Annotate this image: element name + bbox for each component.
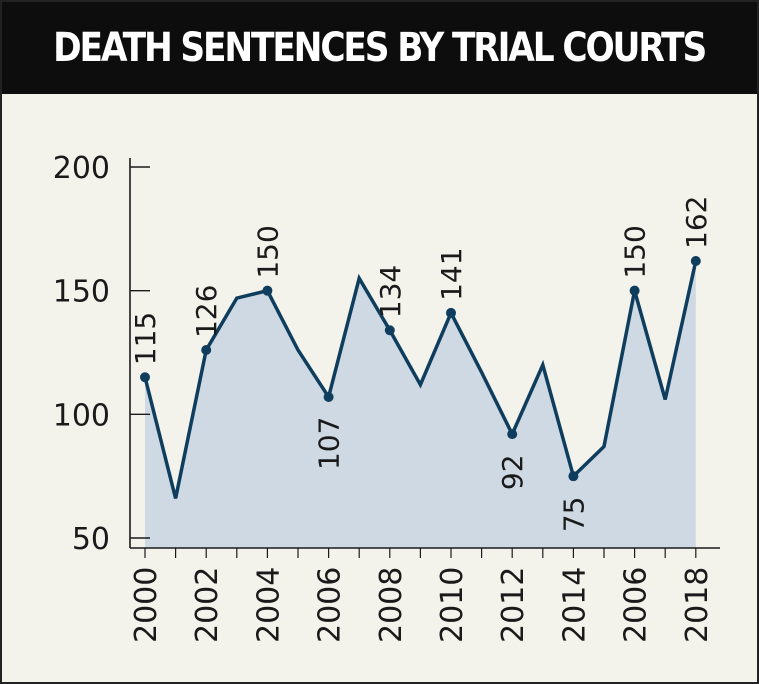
x-tick-label: 2002 (190, 567, 225, 643)
data-point (323, 392, 334, 403)
x-tick-label: 2010 (435, 567, 470, 643)
y-tick-label: 100 (53, 398, 110, 433)
data-point (690, 255, 701, 266)
data-label: 162 (680, 196, 713, 249)
series-line (143, 260, 698, 499)
data-point (384, 325, 395, 336)
data-label: 75 (557, 497, 590, 533)
data-point (568, 471, 579, 482)
data-point (262, 285, 273, 296)
x-tick-label: 2000 (129, 567, 164, 643)
data-point (629, 285, 640, 296)
y-tick-label: 200 (53, 151, 110, 186)
data-label: 107 (313, 417, 346, 470)
data-label: 141 (435, 247, 468, 300)
x-tick-label: 2004 (251, 567, 286, 643)
x-tick-label: 2018 (680, 567, 715, 643)
data-point (201, 345, 212, 356)
data-label: 150 (251, 225, 284, 278)
area-fill (145, 261, 696, 548)
x-tick-label: 2014 (557, 567, 592, 643)
data-point (140, 372, 150, 383)
data-label: 126 (190, 285, 223, 338)
x-tick-label: 2008 (374, 567, 409, 643)
chart-title: DEATH SENTENCES BY TRIAL COURTS (53, 25, 707, 71)
y-tick-label: 50 (72, 522, 110, 557)
x-tick-label: 2012 (496, 567, 531, 643)
data-label: 150 (619, 225, 652, 278)
data-label: 134 (374, 265, 407, 318)
x-tick-label: 2006 (313, 567, 348, 643)
data-label: 92 (496, 454, 529, 490)
data-point (446, 307, 456, 318)
title-bar: DEATH SENTENCES BY TRIAL COURTS (2, 2, 757, 94)
y-tick-label: 150 (53, 275, 110, 310)
data-label: 115 (129, 312, 162, 365)
x-tick-label: 2006 (619, 567, 654, 643)
data-point (507, 429, 518, 440)
